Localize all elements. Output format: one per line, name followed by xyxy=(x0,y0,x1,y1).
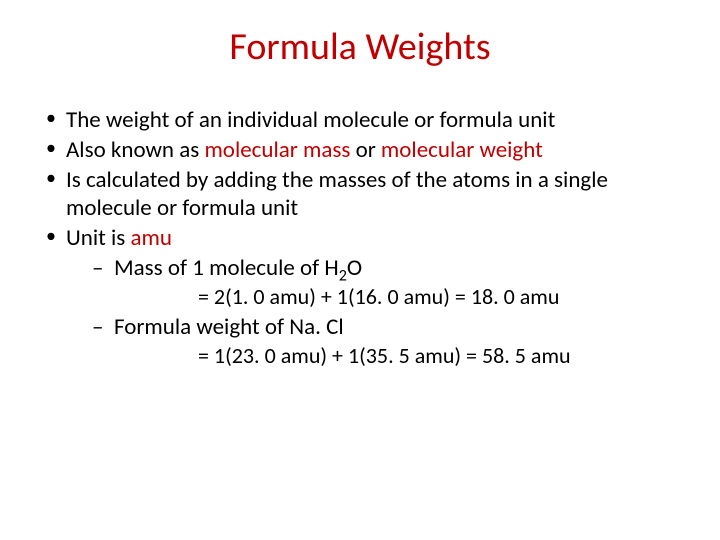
sub-list: Mass of 1 molecule of H2O = 2(1. 0 amu) … xyxy=(90,254,684,370)
highlight-term: amu xyxy=(131,224,172,252)
bullet-item: Also known as molecular mass or molecula… xyxy=(40,136,684,164)
sub-item: Mass of 1 molecule of H2O = 2(1. 0 amu) … xyxy=(90,254,684,311)
bullet-item: The weight of an individual molecule or … xyxy=(40,106,684,134)
bullet-item: Is calculated by adding the masses of th… xyxy=(40,166,684,222)
sub-label-part: O xyxy=(347,254,362,282)
calculation-line: = 1(23. 0 amu) + 1(35. 5 amu) = 58. 5 am… xyxy=(198,343,684,370)
bullet-text: Is calculated by adding the masses of th… xyxy=(66,166,608,222)
highlight-term: molecular mass xyxy=(204,136,350,164)
bullet-text-part: Also known as xyxy=(66,136,204,164)
sub-label-part: Mass of 1 molecule of H xyxy=(114,254,339,282)
bullet-list: The weight of an individual molecule or … xyxy=(40,106,684,370)
bullet-item: Unit is amu Mass of 1 molecule of H2O = … xyxy=(40,224,684,370)
bullet-text-part: or xyxy=(350,136,381,164)
slide: Formula Weights The weight of an individ… xyxy=(0,0,720,540)
highlight-term: molecular weight xyxy=(381,136,543,164)
slide-title: Formula Weights xyxy=(36,24,684,70)
bullet-text-part: Unit is xyxy=(66,224,131,252)
bullet-text: The weight of an individual molecule or … xyxy=(66,106,555,134)
sub-label: Formula weight of Na. Cl xyxy=(114,313,344,341)
sub-item: Formula weight of Na. Cl = 1(23. 0 amu) … xyxy=(90,313,684,370)
calculation-line: = 2(1. 0 amu) + 1(16. 0 amu) = 18. 0 amu xyxy=(198,284,684,311)
